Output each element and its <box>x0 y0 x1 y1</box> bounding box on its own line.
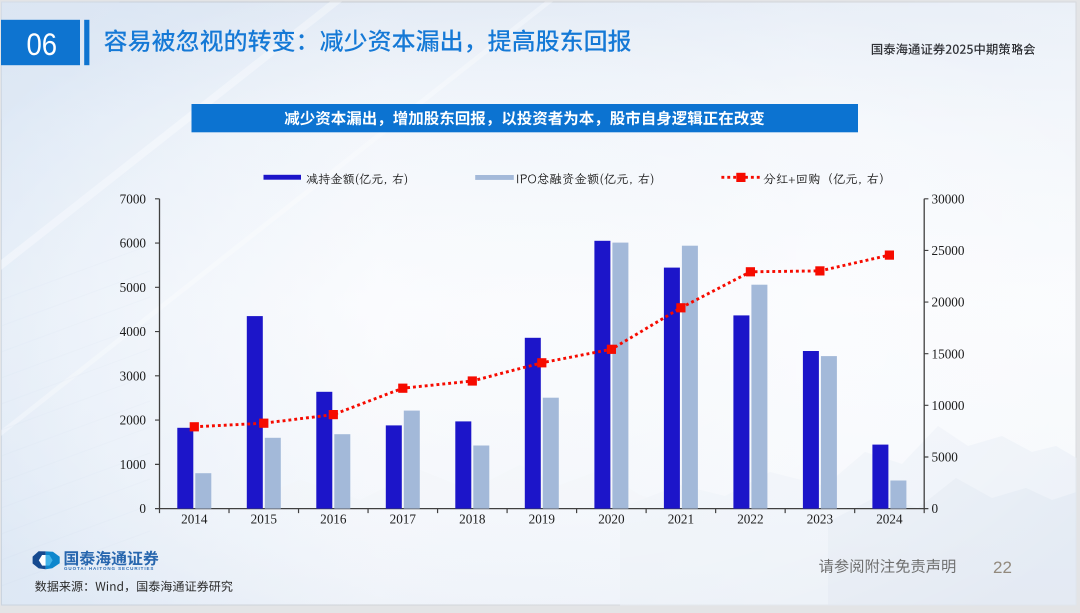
svg-text:2000: 2000 <box>120 413 147 428</box>
svg-text:25000: 25000 <box>932 243 965 258</box>
svg-text:2017: 2017 <box>390 512 417 527</box>
svg-text:2014: 2014 <box>181 512 208 527</box>
svg-text:30000: 30000 <box>932 191 965 206</box>
svg-text:2018: 2018 <box>459 512 486 527</box>
svg-text:1000: 1000 <box>120 457 147 472</box>
svg-text:3000: 3000 <box>120 368 147 383</box>
svg-text:2021: 2021 <box>668 512 694 527</box>
svg-text:4000: 4000 <box>120 324 147 339</box>
svg-text:2019: 2019 <box>529 512 556 527</box>
svg-text:0: 0 <box>932 501 939 516</box>
svg-text:GUOTAI HAITONG SECURITIES: GUOTAI HAITONG SECURITIES <box>64 566 154 571</box>
svg-text:10000: 10000 <box>932 398 965 413</box>
svg-text:2024: 2024 <box>876 512 903 527</box>
svg-text:20000: 20000 <box>932 295 965 310</box>
svg-text:15000: 15000 <box>932 346 965 361</box>
svg-text:2015: 2015 <box>251 512 278 527</box>
svg-text:2016: 2016 <box>320 512 347 527</box>
svg-text:7000: 7000 <box>120 191 147 206</box>
svg-text:06: 06 <box>27 27 58 62</box>
svg-text:5000: 5000 <box>932 450 959 465</box>
svg-text:6000: 6000 <box>120 236 147 251</box>
svg-text:22: 22 <box>993 558 1012 577</box>
svg-text:0: 0 <box>139 501 146 516</box>
svg-text:5000: 5000 <box>120 280 147 295</box>
svg-text:2022: 2022 <box>737 512 763 527</box>
svg-text:2023: 2023 <box>807 512 834 527</box>
svg-text:2020: 2020 <box>598 512 625 527</box>
